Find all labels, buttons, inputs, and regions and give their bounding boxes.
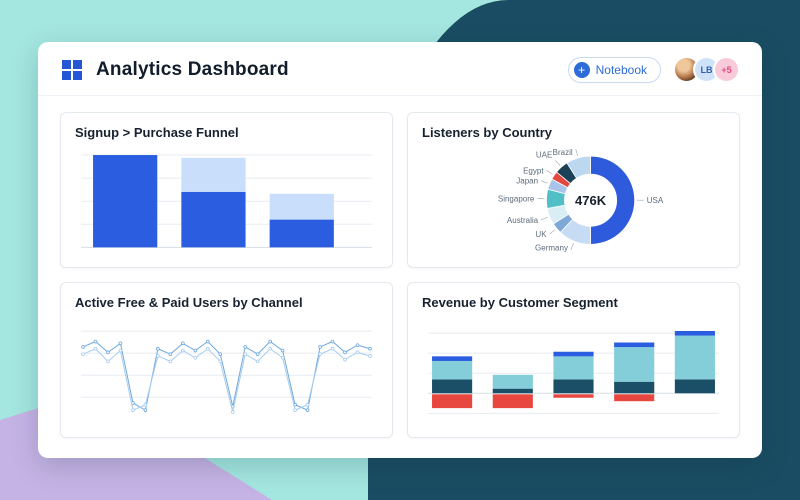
notebook-button-label: Notebook	[595, 62, 647, 77]
svg-text:Germany: Germany	[535, 243, 568, 252]
svg-text:Egypt: Egypt	[523, 166, 544, 175]
line-chart-wrap	[75, 315, 378, 425]
dashboard-header: Analytics Dashboard + Notebook LB +5	[38, 42, 762, 96]
avatar-group: LB +5	[673, 56, 740, 83]
funnel-chart	[81, 154, 372, 248]
panel-signup-funnel: Signup > Purchase Funnel	[60, 112, 393, 268]
svg-text:Singapore: Singapore	[498, 194, 535, 203]
plus-icon: +	[573, 61, 590, 78]
svg-text:UK: UK	[535, 230, 547, 239]
panel-title: Active Free & Paid Users by Channel	[75, 295, 303, 310]
panel-title: Listeners by Country	[422, 125, 553, 140]
funnel-chart-wrap	[75, 145, 378, 255]
donut-chart-wrap: USA Germany UK Australia Singapore Japan Egypt…	[422, 145, 725, 255]
svg-text:UAE: UAE	[536, 150, 552, 159]
stacked-bar-chart-wrap	[422, 315, 725, 425]
header-actions: + Notebook LB +5	[567, 56, 740, 83]
donut-chart: USA Germany UK Australia Singapore JapanEgypt…	[498, 148, 664, 252]
panel-listeners-by-country: Listeners by Country USA Germany UK Austral…	[407, 112, 740, 268]
svg-text:476K: 476K	[575, 193, 607, 208]
svg-text:Brazil: Brazil	[553, 148, 573, 157]
app-logo-icon	[62, 59, 82, 80]
svg-text:Japan: Japan	[516, 176, 538, 185]
panel-title: Revenue by Customer Segment	[422, 295, 618, 310]
svg-text:Australia: Australia	[507, 215, 539, 224]
notebook-button[interactable]: + Notebook	[567, 56, 661, 83]
panel-revenue-by-segment: Revenue by Customer Segment	[407, 282, 740, 438]
charts-grid: Signup > Purchase Funnel Listeners by Co…	[38, 96, 762, 458]
dashboard-window: Analytics Dashboard + Notebook LB +5 Sig…	[38, 42, 762, 458]
svg-text:USA: USA	[647, 196, 664, 205]
line-chart	[81, 330, 372, 414]
panel-active-users-by-channel: Active Free & Paid Users by Channel	[60, 282, 393, 438]
stacked-bar-chart	[428, 330, 719, 414]
panel-title: Signup > Purchase Funnel	[75, 125, 239, 140]
avatar-more-count[interactable]: +5	[713, 56, 740, 83]
page-title: Analytics Dashboard	[96, 58, 289, 80]
